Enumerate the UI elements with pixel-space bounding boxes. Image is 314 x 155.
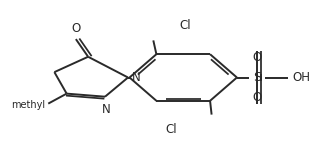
Text: Cl: Cl: [179, 19, 191, 32]
Text: O: O: [71, 22, 80, 35]
Text: N: N: [132, 71, 140, 84]
Text: O: O: [252, 91, 262, 104]
Text: Cl: Cl: [165, 123, 177, 136]
Text: methyl: methyl: [11, 100, 45, 110]
Text: N: N: [102, 103, 111, 116]
Text: S: S: [253, 71, 261, 84]
Text: OH: OH: [292, 71, 310, 84]
Text: O: O: [252, 51, 262, 64]
